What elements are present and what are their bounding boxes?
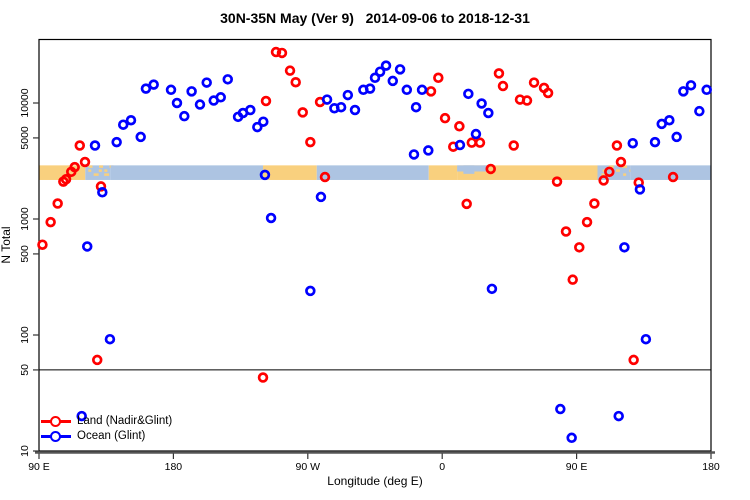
svg-text:5000: 5000 [19,126,31,150]
svg-text:0: 0 [439,461,445,473]
svg-text:180: 180 [702,461,720,473]
svg-text:180: 180 [165,461,183,473]
svg-text:10000: 10000 [19,88,31,117]
chart-title: 30N-35N May (Ver 9) 2014-09-06 to 2018-1… [220,10,530,26]
legend-item-land: Land (Nadir&Glint) [41,414,172,429]
y-axis-label: N Total [0,226,13,264]
legend: Land (Nadir&Glint) Ocean (Glint) [41,414,172,444]
svg-text:500: 500 [19,245,31,263]
x-axis-label: Longitude (deg E) [327,474,423,488]
land-series-marker-icon [41,416,73,427]
svg-text:90 E: 90 E [566,461,588,473]
svg-text:50: 50 [19,364,31,376]
svg-text:1000: 1000 [19,207,31,231]
svg-text:10: 10 [19,445,31,457]
ocean-series-marker-icon [41,431,73,442]
legend-label-ocean: Ocean (Glint) [77,430,146,442]
svg-text:100: 100 [19,326,31,344]
svg-text:90 E: 90 E [28,461,50,473]
legend-label-land: Land (Nadir&Glint) [77,415,173,427]
legend-item-ocean: Ocean (Glint) [41,429,172,444]
svg-text:90 W: 90 W [296,461,321,473]
